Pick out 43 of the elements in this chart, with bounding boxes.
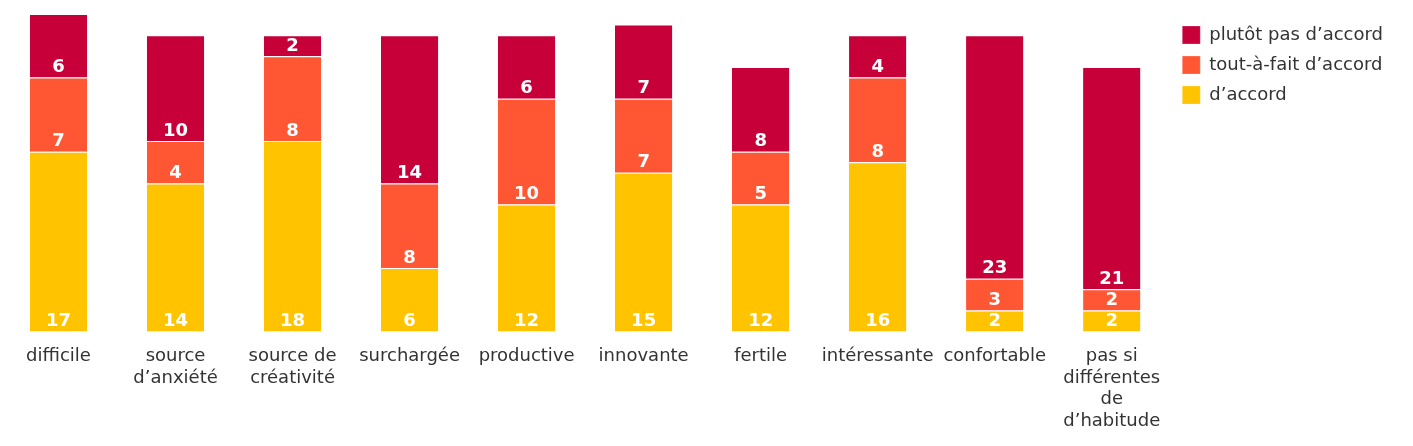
x-tick-label: intéressante [821, 344, 934, 366]
data-label: 2 [1105, 288, 1119, 310]
data-label: 7 [637, 150, 650, 172]
data-label: 23 [982, 256, 1008, 278]
data-label: 8 [871, 139, 884, 161]
data-label: 6 [520, 76, 533, 98]
data-label: 7 [52, 129, 65, 151]
data-label: 6 [52, 55, 65, 77]
data-label: 12 [748, 309, 774, 331]
x-tick-label: difficile [26, 344, 91, 366]
legend-label: d’accord [1209, 82, 1287, 104]
x-tick-label: source d’anxiété [133, 344, 218, 387]
data-label: 2 [286, 34, 299, 56]
data-label: 4 [871, 55, 884, 77]
data-label: 4 [169, 161, 182, 183]
data-label: 8 [754, 129, 767, 151]
data-label: 10 [163, 118, 189, 140]
data-label: 17 [45, 309, 72, 331]
data-label: 14 [397, 161, 423, 183]
data-label: 16 [865, 309, 891, 331]
data-label: 14 [163, 309, 189, 331]
data-label: 7 [637, 76, 650, 98]
legend-label: plutôt pas d’accord [1209, 22, 1383, 44]
x-tick-label: surchargée [359, 344, 460, 366]
data-label: 6 [403, 309, 416, 331]
data-label: 5 [754, 182, 767, 204]
data-label: 10 [514, 182, 540, 204]
x-tick-label: innovante [598, 344, 689, 366]
legend-label: tout-à-fait d’accord [1209, 52, 1383, 74]
x-tick-label: confortable [943, 344, 1047, 366]
x-tick-label: fertile [734, 344, 788, 366]
x-tick-label: source de créativité [248, 344, 337, 387]
data-label: 3 [988, 288, 1001, 310]
data-label: 18 [280, 309, 306, 331]
data-label: 2 [1105, 309, 1119, 331]
data-label: 21 [1099, 266, 1125, 288]
x-tick-label: pas si différentes de d’habitude [1063, 344, 1161, 430]
data-label: 8 [286, 118, 299, 140]
data-label: 15 [631, 309, 657, 331]
data-label: 12 [514, 309, 540, 331]
data-label: 8 [403, 245, 416, 267]
x-tick-label: productive [478, 344, 575, 366]
data-label: 2 [988, 309, 1001, 331]
